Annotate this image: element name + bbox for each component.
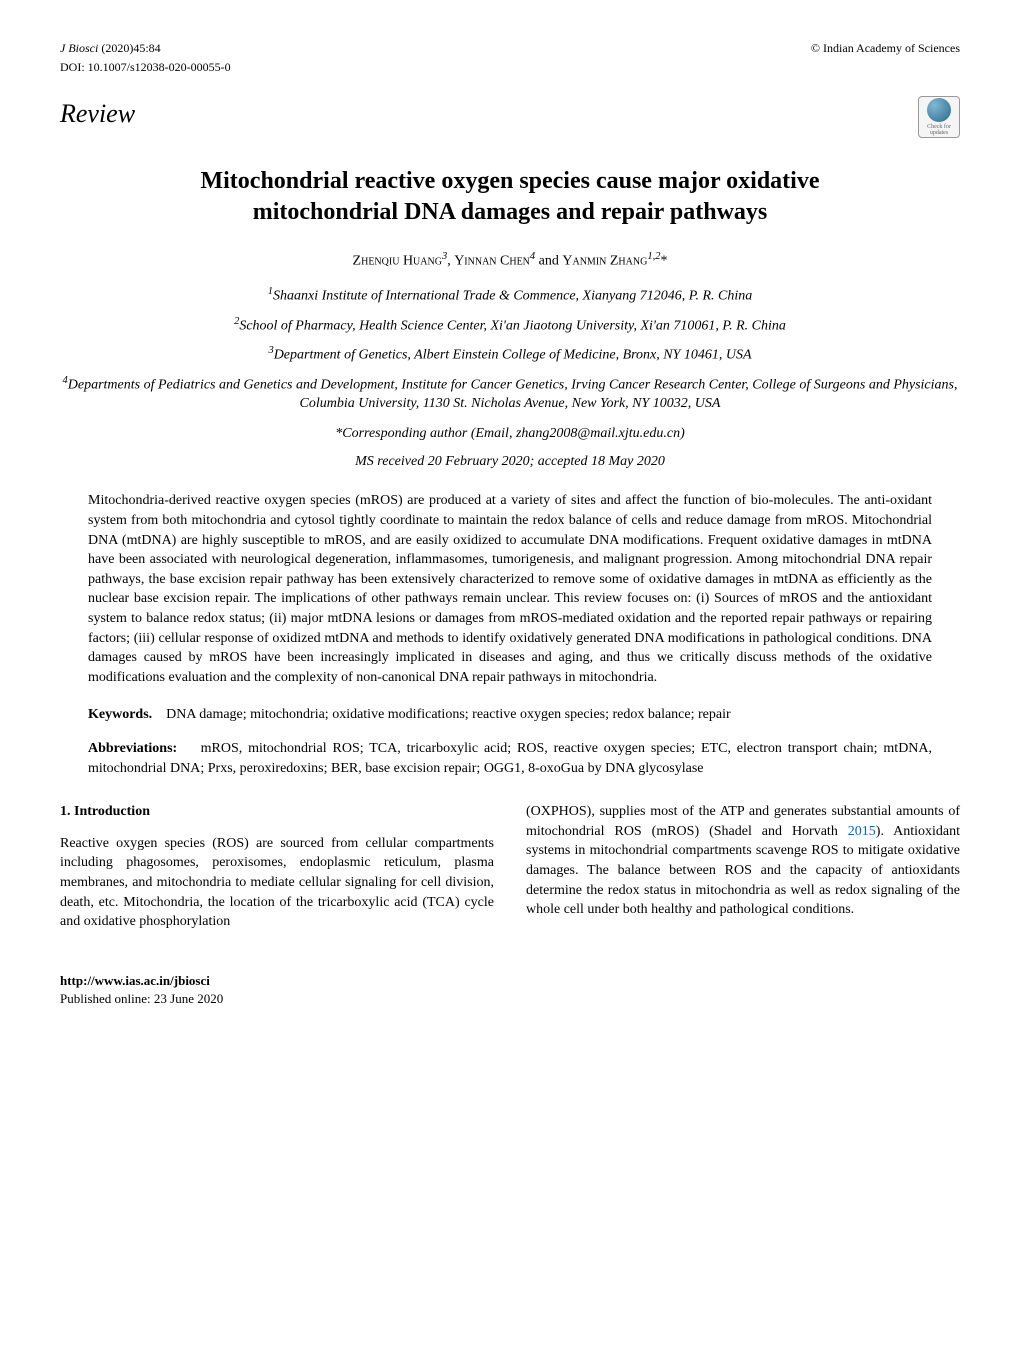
affiliation-1: 1Shaanxi Institute of International Trad… bbox=[60, 285, 960, 307]
author-3-star: * bbox=[660, 254, 667, 269]
intro-right-paragraph: (OXPHOS), supplies most of the ATP and g… bbox=[526, 802, 960, 920]
check-updates-icon bbox=[927, 98, 951, 122]
affiliation-4-text: Departments of Pediatrics and Genetics a… bbox=[68, 378, 958, 412]
manuscript-dates: MS received 20 February 2020; accepted 1… bbox=[60, 452, 960, 472]
keywords-block: Keywords. DNA damage; mitochondria; oxid… bbox=[88, 705, 932, 725]
author-3-last: Zhang bbox=[610, 254, 647, 269]
section-heading: 1. Introduction bbox=[60, 802, 494, 822]
journal-italic: J Biosci bbox=[60, 41, 98, 55]
affiliation-4: 4Departments of Pediatrics and Genetics … bbox=[60, 374, 960, 414]
abstract-text: Mitochondria-derived reactive oxygen spe… bbox=[88, 491, 932, 687]
intro-left-paragraph: Reactive oxygen species (ROS) are source… bbox=[60, 834, 494, 932]
keywords-label: Keywords. bbox=[88, 707, 152, 722]
affiliation-2-text: School of Pharmacy, Health Science Cente… bbox=[239, 318, 786, 333]
affiliation-2: 2School of Pharmacy, Health Science Cent… bbox=[60, 315, 960, 337]
doi-text: DOI: 10.1007/s12038-020-00055-0 bbox=[60, 59, 960, 76]
affiliation-3-text: Department of Genetics, Albert Einstein … bbox=[274, 348, 752, 363]
abbreviations-text: mROS, mitochondrial ROS; TCA, tricarboxy… bbox=[88, 741, 932, 776]
author-sep-2: and bbox=[535, 254, 562, 269]
check-updates-text: Check for updates bbox=[919, 124, 959, 136]
review-row: Review Check for updates bbox=[60, 96, 960, 138]
footer-url: http://www.ias.ac.in/jbiosci bbox=[60, 972, 494, 990]
abbreviations-block: Abbreviations: mROS, mitochondrial ROS; … bbox=[88, 739, 932, 778]
authors-line: Zhenqiu Huang3, Yinnan Chen4 and Yanmin … bbox=[60, 250, 960, 271]
citation-year[interactable]: 2015 bbox=[848, 824, 876, 839]
right-column: (OXPHOS), supplies most of the ATP and g… bbox=[526, 802, 960, 1008]
check-updates-badge[interactable]: Check for updates bbox=[918, 96, 960, 138]
title-line-2: mitochondrial DNA damages and repair pat… bbox=[253, 199, 768, 225]
author-1-first: Zhenqiu bbox=[353, 254, 400, 269]
left-column: 1. Introduction Reactive oxygen species … bbox=[60, 802, 494, 1008]
article-title: Mitochondrial reactive oxygen species ca… bbox=[60, 166, 960, 228]
published-online: Published online: 23 June 2020 bbox=[60, 990, 494, 1008]
author-1-last: Huang bbox=[403, 254, 442, 269]
corresponding-author: *Corresponding author (Email, zhang2008@… bbox=[60, 424, 960, 444]
body-columns: 1. Introduction Reactive oxygen species … bbox=[60, 802, 960, 1008]
keywords-text: DNA damage; mitochondria; oxidative modi… bbox=[166, 707, 730, 722]
author-3-sup: 1,2 bbox=[647, 251, 660, 262]
review-label: Review bbox=[60, 96, 135, 132]
author-2-first: Yinnan bbox=[454, 254, 496, 269]
footer-block: http://www.ias.ac.in/jbiosci Published o… bbox=[60, 972, 494, 1008]
journal-rest: (2020)45:84 bbox=[101, 41, 160, 55]
title-line-1: Mitochondrial reactive oxygen species ca… bbox=[200, 168, 819, 194]
affiliation-3: 3Department of Genetics, Albert Einstein… bbox=[60, 344, 960, 366]
abbreviations-label: Abbreviations: bbox=[88, 741, 177, 756]
affiliation-1-text: Shaanxi Institute of International Trade… bbox=[273, 289, 752, 304]
journal-header: J Biosci (2020)45:84 © Indian Academy of… bbox=[60, 40, 960, 57]
journal-ref: J Biosci (2020)45:84 bbox=[60, 40, 161, 57]
author-3-first: Yanmin bbox=[562, 254, 606, 269]
author-2-last: Chen bbox=[500, 254, 530, 269]
copyright-text: © Indian Academy of Sciences bbox=[811, 40, 960, 57]
